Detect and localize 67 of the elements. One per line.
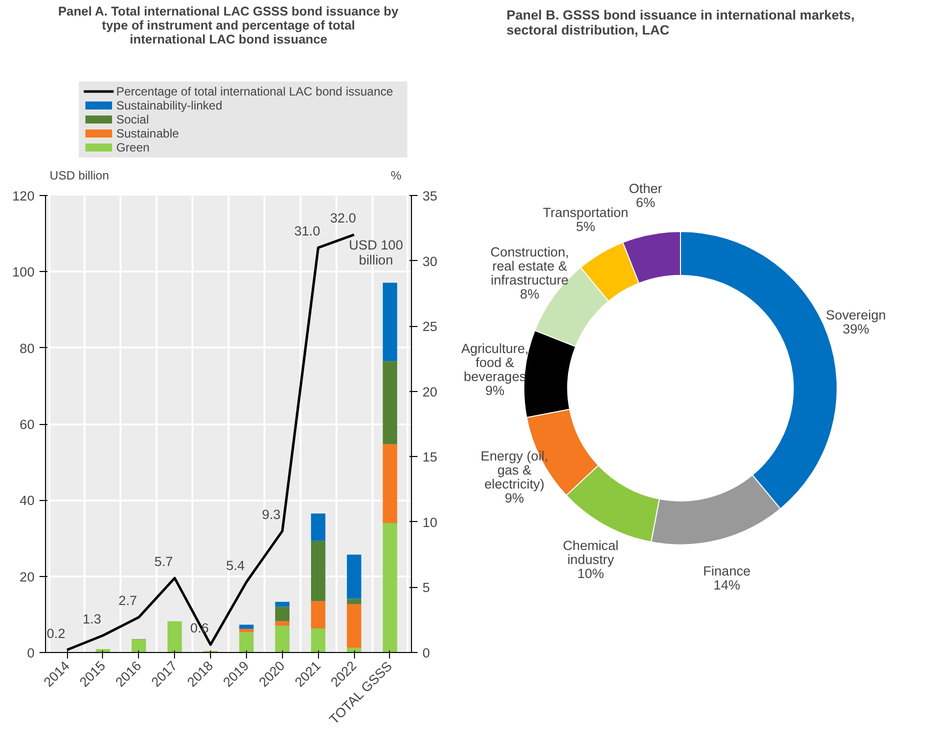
y-tick-label: 60: [20, 417, 35, 432]
bar: [275, 606, 290, 622]
legend-label: Sustainability-linked: [116, 98, 222, 112]
data-label: 39%: [842, 321, 870, 336]
y-tick-label: 0: [27, 646, 35, 660]
bar: [311, 601, 326, 629]
slice-label: Sovereign: [826, 307, 886, 322]
y2-tick-label: 10: [422, 514, 438, 530]
legend-label: Sustainable: [116, 126, 180, 140]
bar: [382, 282, 398, 362]
bar: [382, 523, 398, 652]
bar: [382, 444, 398, 524]
bar: [311, 628, 326, 652]
y2-tick-label: 5: [422, 580, 430, 596]
data-label: 10%: [577, 566, 604, 582]
y2-tick-label: 20: [422, 384, 438, 400]
bar: [346, 604, 362, 648]
y2-tick-label: 35: [422, 188, 438, 204]
bar: [239, 628, 254, 632]
data-label: 32.0: [330, 210, 356, 226]
y2-tick-label: 30: [422, 254, 438, 269]
data-label: 8%: [520, 286, 540, 302]
y-axis-title: USD billion: [50, 168, 110, 182]
bar: [168, 621, 182, 652]
chart-title: Panel A. Total international LAC GSSS bond issuance by type of instrument and percentage of total international LAC bond issuance: [58, 4, 398, 46]
bar: [275, 602, 290, 607]
slice-label: Transportation: [542, 205, 628, 220]
data-label: 5%: [576, 219, 596, 234]
slice-label: Finance: [703, 563, 751, 578]
data-label: 9%: [485, 383, 505, 398]
y-tick-label: 20: [20, 569, 35, 584]
slice-label: Chemical industry: [562, 538, 618, 568]
slice-label: Other: [628, 181, 663, 196]
annotation: USD 100 billion: [348, 238, 404, 268]
data-label: 0.2: [46, 626, 66, 641]
y-tick-label: 80: [20, 340, 35, 356]
y2-tick-label: 15: [422, 450, 438, 465]
bar: [275, 626, 290, 652]
y-tick-label: 100: [12, 264, 35, 280]
bar: [239, 624, 254, 629]
y2-tick-label: 25: [422, 319, 438, 334]
data-label: 2.7: [118, 593, 138, 608]
data-label: 5.4: [226, 558, 246, 573]
data-label: 14%: [714, 577, 740, 592]
y2-axis-title: %: [390, 168, 402, 182]
data-label: 31.0: [294, 224, 320, 239]
y-tick-label: 40: [20, 493, 35, 508]
slice-label: Construction, real estate & infrastructure: [490, 244, 569, 288]
y2-tick-label: 0: [422, 646, 430, 660]
bar: [382, 361, 398, 444]
bar: [275, 621, 290, 626]
data-label: 6%: [636, 195, 656, 210]
chart-title: Panel B. GSSS bond issuance in international markets, sectoral distribution, LAC: [506, 8, 855, 38]
bar: [346, 598, 362, 604]
bar: [132, 640, 146, 652]
bar: [311, 540, 326, 602]
bar: [311, 513, 326, 541]
legend-label: Green: [116, 140, 150, 154]
bar: [239, 632, 254, 652]
data-label: 9%: [504, 490, 524, 506]
legend-label: Percentage of total international LAC bond issuance: [116, 84, 394, 98]
data-label: 1.3: [82, 612, 102, 627]
data-label: 5.7: [154, 554, 173, 570]
bar: [346, 554, 362, 599]
legend-label: Social: [116, 112, 149, 126]
data-label: 9.3: [262, 507, 281, 522]
y-tick-label: 120: [12, 188, 35, 204]
